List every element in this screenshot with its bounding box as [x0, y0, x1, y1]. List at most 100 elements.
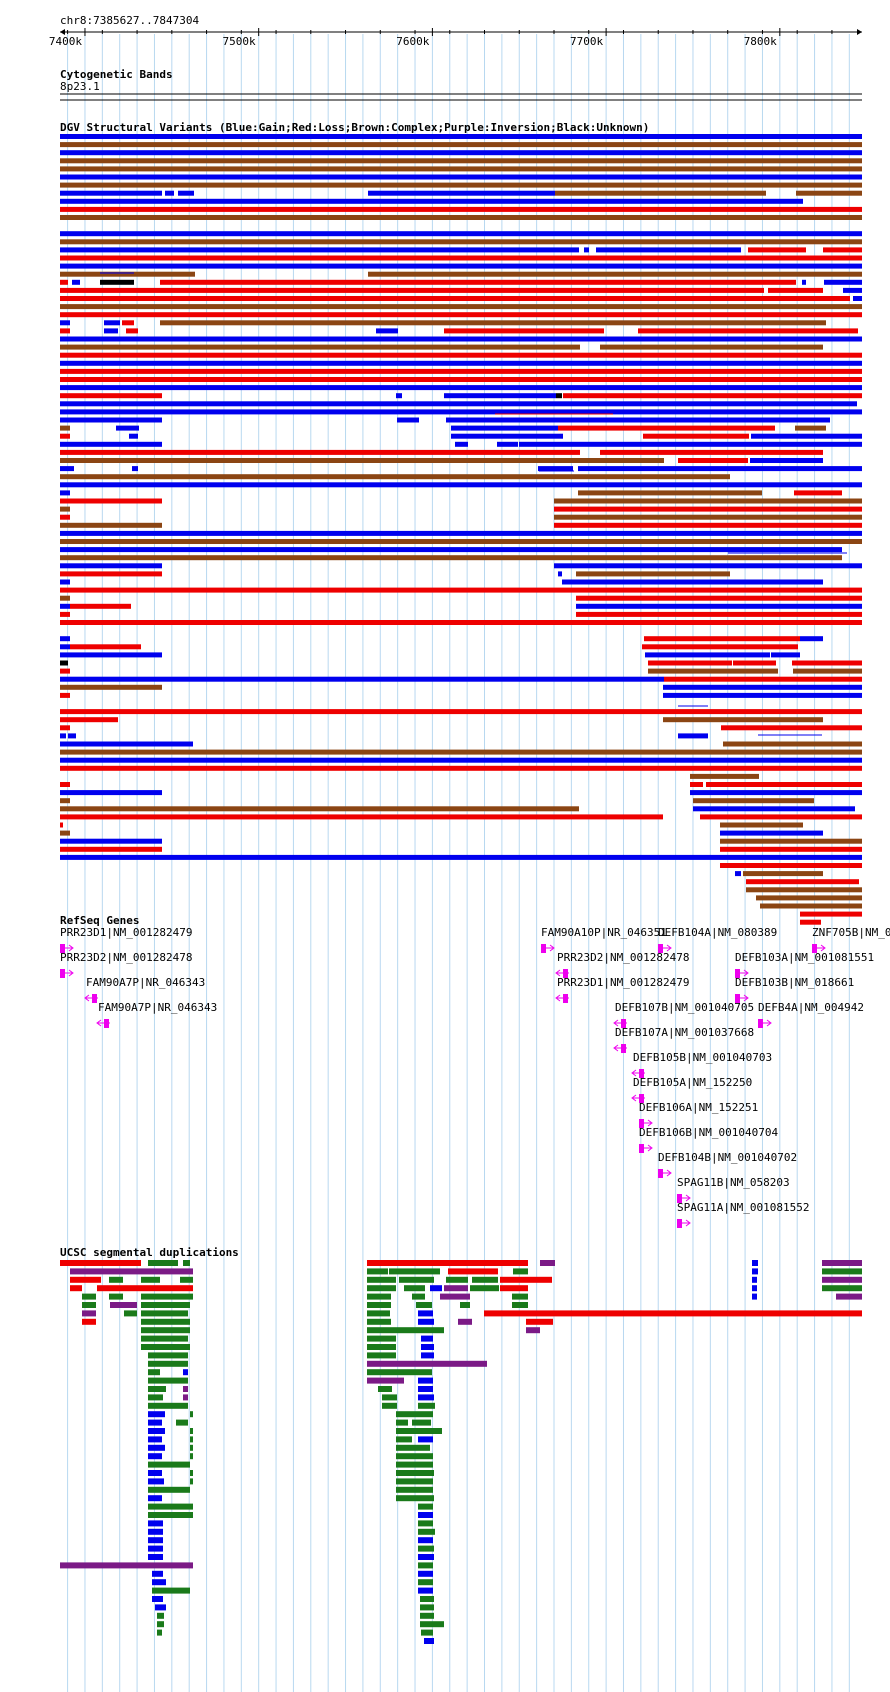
segdup-feature[interactable] [148, 1512, 193, 1518]
segdup-feature[interactable] [82, 1310, 96, 1317]
dgv-variant[interactable] [60, 239, 862, 245]
dgv-variant[interactable] [60, 190, 162, 196]
segdup-feature[interactable] [183, 1394, 188, 1401]
dgv-variant[interactable] [663, 684, 778, 690]
dgv-variant[interactable] [451, 433, 563, 439]
dgv-variant[interactable] [554, 522, 862, 528]
dgv-variant[interactable] [555, 190, 766, 196]
dgv-variant[interactable] [720, 863, 862, 868]
dgv-variant[interactable] [60, 668, 70, 674]
dgv-variant[interactable] [160, 279, 796, 285]
dgv-variant[interactable] [60, 304, 862, 310]
dgv-variant[interactable] [756, 895, 862, 901]
segdup-feature[interactable] [148, 1528, 163, 1535]
segdup-feature[interactable] [148, 1520, 163, 1527]
segdup-feature[interactable] [148, 1402, 188, 1409]
segdup-feature[interactable] [367, 1260, 528, 1266]
gene-exon[interactable] [563, 969, 568, 978]
dgv-variant[interactable] [60, 271, 195, 277]
dgv-variant[interactable] [558, 425, 775, 431]
dgv-variant[interactable] [778, 684, 803, 690]
gene-label[interactable]: DEFB104A|NM_080389 [658, 926, 777, 939]
gene-label[interactable]: DEFB106B|NM_001040704 [639, 1126, 778, 1139]
segdup-feature[interactable] [367, 1335, 396, 1342]
segdup-feature[interactable] [752, 1260, 758, 1266]
dgv-variant[interactable] [396, 393, 402, 399]
segdup-feature[interactable] [148, 1411, 165, 1418]
dgv-variant[interactable] [160, 320, 826, 326]
dgv-variant[interactable] [663, 692, 862, 698]
segdup-feature[interactable] [396, 1419, 408, 1426]
segdup-feature[interactable] [141, 1318, 190, 1325]
dgv-variant[interactable] [576, 571, 730, 577]
dgv-variant[interactable] [648, 660, 732, 666]
segdup-feature[interactable] [513, 1268, 528, 1275]
segdup-feature[interactable] [418, 1579, 433, 1586]
dgv-variant[interactable] [60, 352, 862, 358]
dgv-variant[interactable] [132, 466, 138, 472]
dgv-variant[interactable] [60, 603, 70, 609]
segdup-feature[interactable] [460, 1302, 470, 1308]
dgv-variant[interactable] [368, 271, 862, 277]
segdup-feature[interactable] [382, 1402, 397, 1409]
dgv-variant[interactable] [723, 741, 862, 747]
segdup-feature[interactable] [396, 1436, 412, 1443]
dgv-variant[interactable] [497, 441, 518, 447]
segdup-feature[interactable] [190, 1444, 193, 1451]
gene-exon[interactable] [92, 994, 97, 1003]
segdup-feature[interactable] [430, 1285, 442, 1292]
gene-label[interactable]: FAM90A7P|NR_046343 [86, 976, 205, 989]
gene-exon[interactable] [735, 969, 740, 978]
dgv-variant[interactable] [104, 320, 120, 326]
segdup-feature[interactable] [70, 1268, 193, 1275]
segdup-feature[interactable] [458, 1318, 472, 1325]
dgv-variant[interactable] [60, 530, 862, 536]
dgv-variant[interactable] [60, 215, 862, 220]
dgv-variant[interactable] [368, 190, 555, 196]
segdup-feature[interactable] [752, 1268, 758, 1275]
segdup-feature[interactable] [152, 1579, 166, 1586]
dgv-variant[interactable] [60, 822, 63, 828]
dgv-variant[interactable] [60, 255, 862, 261]
segdup-feature[interactable] [367, 1285, 396, 1292]
dgv-variant[interactable] [60, 757, 862, 763]
segdup-feature[interactable] [484, 1310, 862, 1317]
dgv-variant[interactable] [60, 433, 70, 439]
segdup-feature[interactable] [141, 1310, 188, 1317]
segdup-feature[interactable] [404, 1285, 425, 1292]
refseq-genes[interactable]: PRR23D1|NM_001282479 PRR23D2|NM_001282478… [60, 926, 890, 1228]
dgv-variant[interactable] [596, 247, 741, 253]
dgv-variant[interactable] [794, 490, 842, 496]
segdup-feature[interactable] [148, 1453, 162, 1460]
gene-exon[interactable] [621, 1044, 626, 1053]
dgv-variant[interactable] [60, 620, 862, 625]
segdup-feature[interactable] [183, 1260, 190, 1266]
dgv-variant[interactable] [444, 328, 604, 334]
dgv-variant[interactable] [60, 733, 66, 739]
dgv-variant[interactable] [746, 887, 862, 893]
dgv-variant[interactable] [554, 563, 862, 569]
dgv-variant[interactable] [693, 798, 814, 804]
segdup-feature[interactable] [124, 1310, 137, 1317]
dgv-variant[interactable] [178, 190, 194, 196]
dgv-variant[interactable] [60, 385, 862, 391]
segdup-feature[interactable] [420, 1596, 434, 1602]
dgv-variant[interactable] [795, 425, 826, 431]
dgv-variant[interactable] [800, 636, 823, 642]
segdup-feature[interactable] [418, 1570, 433, 1577]
dgv-variant[interactable] [558, 571, 562, 577]
segdup-feature[interactable] [418, 1310, 433, 1317]
dgv-variant[interactable] [397, 417, 419, 423]
segdup-feature[interactable] [418, 1402, 435, 1409]
segdup-feature[interactable] [148, 1503, 193, 1510]
gene-label[interactable]: FAM90A7P|NR_046343 [98, 1001, 217, 1014]
segdup-feature[interactable] [752, 1276, 757, 1283]
dgv-variant[interactable] [60, 449, 580, 455]
dgv-variant[interactable] [60, 287, 764, 293]
segdup-feature[interactable] [418, 1537, 433, 1544]
gene-label[interactable]: DEFB105A|NM_152250 [633, 1076, 752, 1089]
dgv-variant[interactable] [706, 782, 862, 787]
segdup-feature[interactable] [141, 1335, 188, 1342]
dgv-variant[interactable] [60, 830, 70, 836]
dgv-variant[interactable] [60, 498, 162, 504]
